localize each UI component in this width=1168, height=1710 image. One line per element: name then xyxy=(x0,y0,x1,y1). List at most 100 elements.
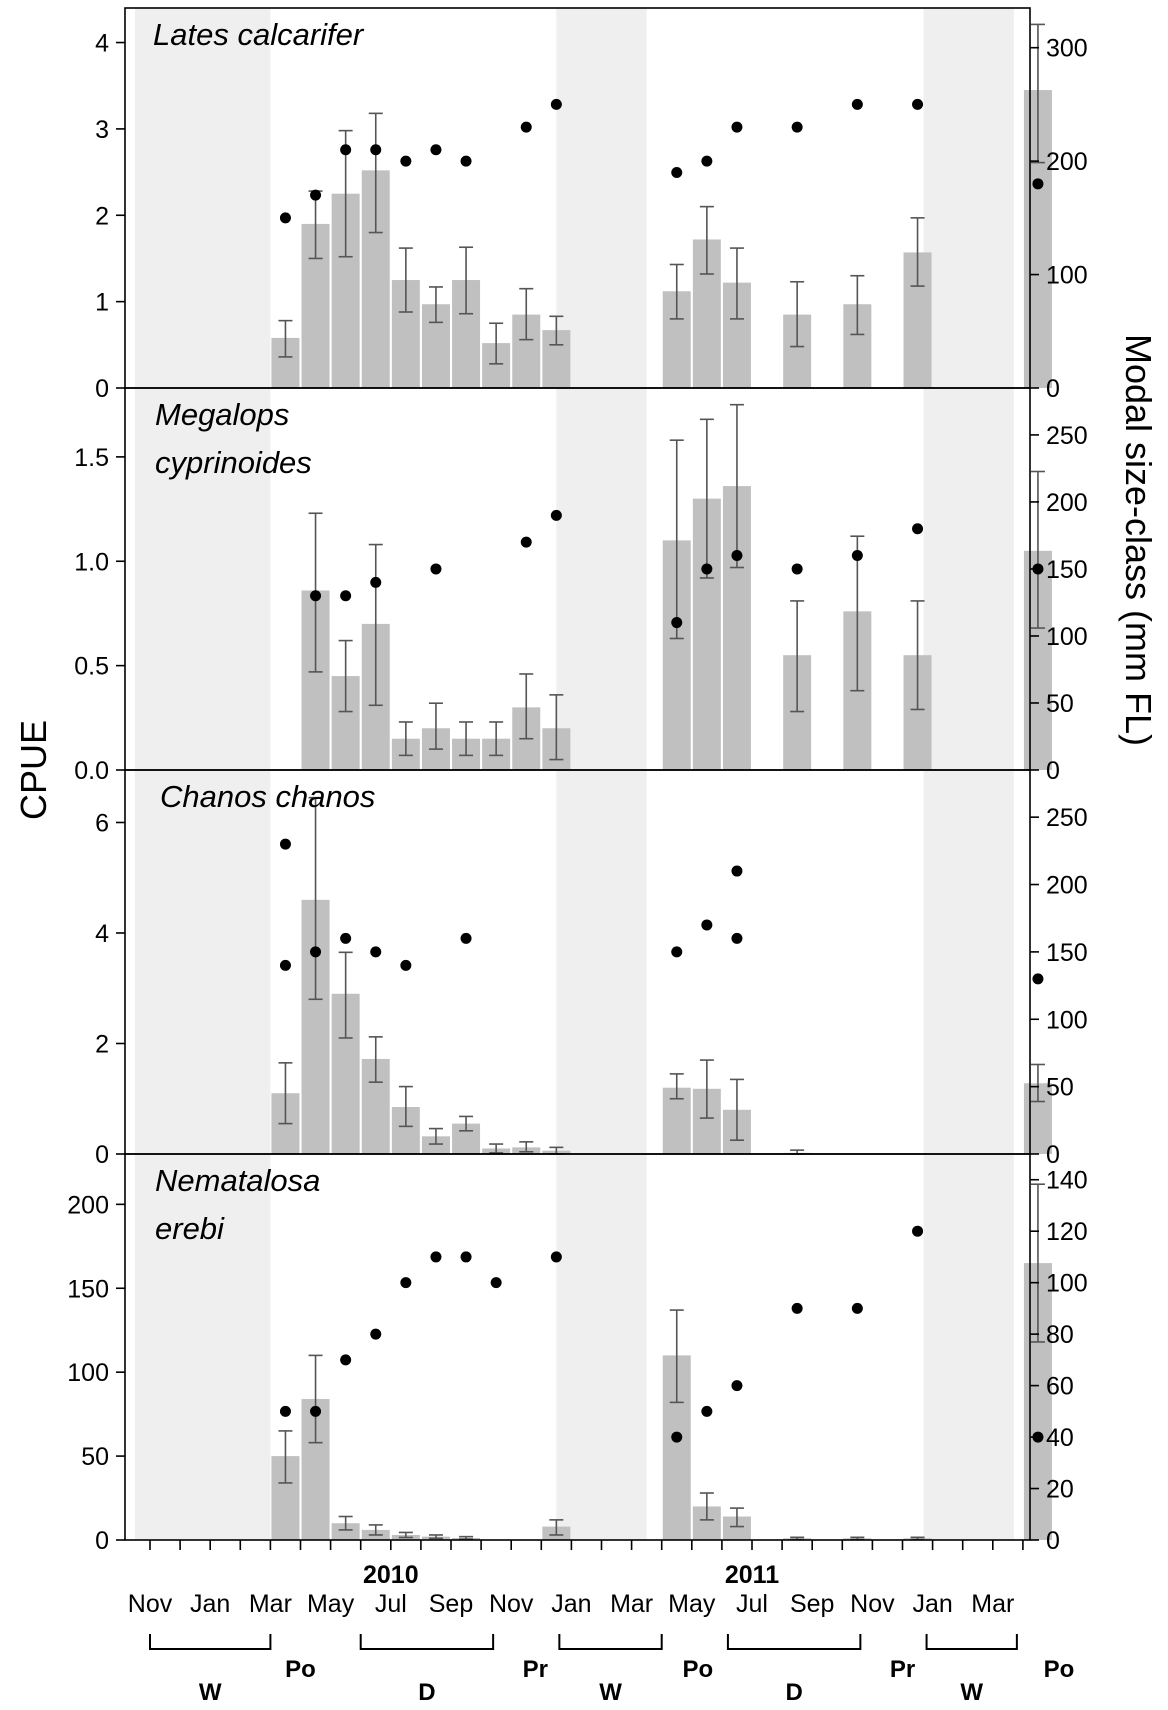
error-bar xyxy=(489,322,504,365)
y2-tick-label: 150 xyxy=(1046,939,1088,967)
y-tick-label: 1 xyxy=(95,289,109,317)
size-point xyxy=(279,212,291,224)
species-label: Nematalosa xyxy=(155,1163,320,1198)
y2-tick-label: 80 xyxy=(1046,1321,1074,1349)
y-tick-label: 0 xyxy=(95,375,109,403)
error-bar xyxy=(699,1059,714,1119)
error-bar xyxy=(398,247,413,313)
x-tick-label: Sep xyxy=(790,1590,834,1618)
y-tick-label: 4 xyxy=(95,30,109,58)
size-point xyxy=(430,144,442,156)
species-label: Lates calcarifer xyxy=(153,17,365,52)
y2-tick-label: 250 xyxy=(1046,804,1088,832)
y2-tick-label: 250 xyxy=(1046,422,1088,450)
y2-tick-label: 40 xyxy=(1046,1424,1074,1452)
y2-tick-label: 150 xyxy=(1046,556,1088,584)
size-point xyxy=(701,155,713,167)
error-bar xyxy=(428,702,443,750)
size-point xyxy=(731,1380,743,1392)
error-bar xyxy=(699,205,714,275)
error-bar xyxy=(428,286,443,324)
cpue-bar xyxy=(421,1136,450,1154)
panel-frame xyxy=(124,1153,1031,1541)
x-tick-label: Nov xyxy=(489,1590,534,1618)
error-bar xyxy=(910,600,925,711)
size-point xyxy=(520,121,532,133)
y2-tick-label: 100 xyxy=(1046,262,1088,290)
y2-tick-label: 0 xyxy=(1046,757,1060,785)
season-label: Po xyxy=(1044,1656,1075,1683)
size-point xyxy=(791,563,803,575)
season-label: D xyxy=(785,1679,802,1706)
size-point xyxy=(279,838,291,850)
error-bar xyxy=(790,600,805,713)
size-point xyxy=(701,1405,713,1417)
error-bar xyxy=(338,951,353,1039)
cpue-bars xyxy=(271,23,1052,1541)
season-label: W xyxy=(960,1679,983,1706)
size-point xyxy=(370,576,382,588)
size-point xyxy=(400,155,412,167)
season-bracket-line xyxy=(149,1634,272,1650)
error-bar xyxy=(489,1143,504,1154)
error-bar xyxy=(398,1085,413,1128)
error-bar xyxy=(1030,470,1045,629)
shaded-period xyxy=(134,8,271,1540)
error-bar xyxy=(850,535,865,692)
error-bar xyxy=(308,1354,323,1444)
size-point xyxy=(550,509,562,521)
y-tick-label: 4 xyxy=(95,920,109,948)
error-bar xyxy=(278,1430,293,1484)
species-label: Chanos chanos xyxy=(160,779,375,814)
season-label: W xyxy=(599,1679,622,1706)
size-point xyxy=(340,144,352,156)
error-bar xyxy=(1030,1063,1045,1103)
y-tick-label: 0 xyxy=(95,1527,109,1555)
size-point xyxy=(912,1225,924,1237)
size-point xyxy=(370,144,382,156)
error-bar xyxy=(428,1127,443,1145)
size-point xyxy=(1032,178,1044,190)
error-bar xyxy=(459,721,474,757)
size-point xyxy=(550,1251,562,1263)
size-point xyxy=(370,946,382,958)
season-bracket-line xyxy=(726,1634,862,1650)
error-bar xyxy=(729,1078,744,1141)
size-point xyxy=(851,98,863,110)
y2-tick-label: 120 xyxy=(1046,1218,1088,1246)
y2-tick-label: 20 xyxy=(1046,1476,1074,1504)
size-point xyxy=(731,865,743,877)
error-bar xyxy=(519,1141,534,1153)
y-tick-label: 2 xyxy=(95,202,109,230)
season-label: D xyxy=(418,1679,435,1706)
size-point xyxy=(701,919,713,931)
error-bar xyxy=(368,1524,383,1536)
season-label: W xyxy=(199,1679,222,1706)
modal-size-points xyxy=(279,98,1044,1443)
size-point xyxy=(791,121,803,133)
size-point xyxy=(460,932,472,944)
y-axis-title: CPUE xyxy=(13,720,54,820)
size-point xyxy=(310,189,322,201)
error-bar xyxy=(278,1062,293,1125)
y-tick-label: 1.5 xyxy=(74,444,109,472)
y2-tick-label: 50 xyxy=(1046,1074,1074,1102)
x-tick-label: Nov xyxy=(128,1590,173,1618)
size-point xyxy=(701,563,713,575)
y2-tick-label: 200 xyxy=(1046,489,1088,517)
y2-tick-label: 100 xyxy=(1046,1270,1088,1298)
y2-tick-label: 60 xyxy=(1046,1373,1074,1401)
error-bar xyxy=(549,694,564,761)
size-point xyxy=(731,932,743,944)
error-bar xyxy=(699,1492,714,1521)
season-bracket xyxy=(925,1634,1018,1650)
x-tick-label: Sep xyxy=(429,1590,473,1618)
season-label: Po xyxy=(285,1656,316,1683)
error-bar xyxy=(729,403,744,569)
error-bar xyxy=(669,1309,684,1404)
y2-tick-label: 140 xyxy=(1046,1167,1088,1195)
size-point xyxy=(671,166,683,178)
size-point xyxy=(671,1431,683,1443)
season-bracket-line xyxy=(925,1634,1018,1650)
size-point xyxy=(400,1277,412,1289)
